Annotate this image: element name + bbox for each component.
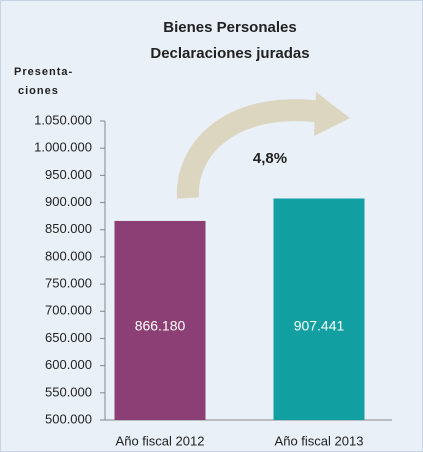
y-axis-label: ciones — [18, 85, 59, 97]
y-tick-label: 750.000 — [45, 276, 92, 291]
annotation: 4,8% — [253, 150, 287, 167]
y-tick-label: 550.000 — [45, 384, 92, 399]
chart-title: Declaraciones juradas — [150, 45, 309, 62]
value-label: 866.180 — [135, 318, 186, 334]
y-tick-label: 600.000 — [45, 357, 92, 372]
y-tick-label: 700.000 — [45, 303, 92, 318]
y-tick-label: 850.000 — [45, 221, 92, 236]
y-tick-label: 900.000 — [45, 194, 92, 209]
y-tick-label: 1.050.000 — [34, 112, 92, 127]
bar — [273, 198, 365, 420]
x-tick-label: Año fiscal 2013 — [275, 433, 364, 448]
x-tick-label: Año fiscal 2012 — [116, 433, 205, 448]
y-tick-label: 1.000.000 — [34, 140, 92, 155]
y-tick-label: 650.000 — [45, 330, 92, 345]
y-axis-label: Presenta- — [14, 66, 73, 78]
chart-title: Bienes Personales — [163, 19, 296, 36]
y-tick-label: 800.000 — [45, 248, 92, 263]
bar — [114, 220, 206, 420]
arrow — [176, 99, 324, 199]
y-tick-label: 500.000 — [45, 411, 92, 426]
arrow-head — [314, 92, 350, 136]
value-label: 907.441 — [294, 318, 345, 334]
y-tick-label: 950.000 — [45, 167, 92, 182]
